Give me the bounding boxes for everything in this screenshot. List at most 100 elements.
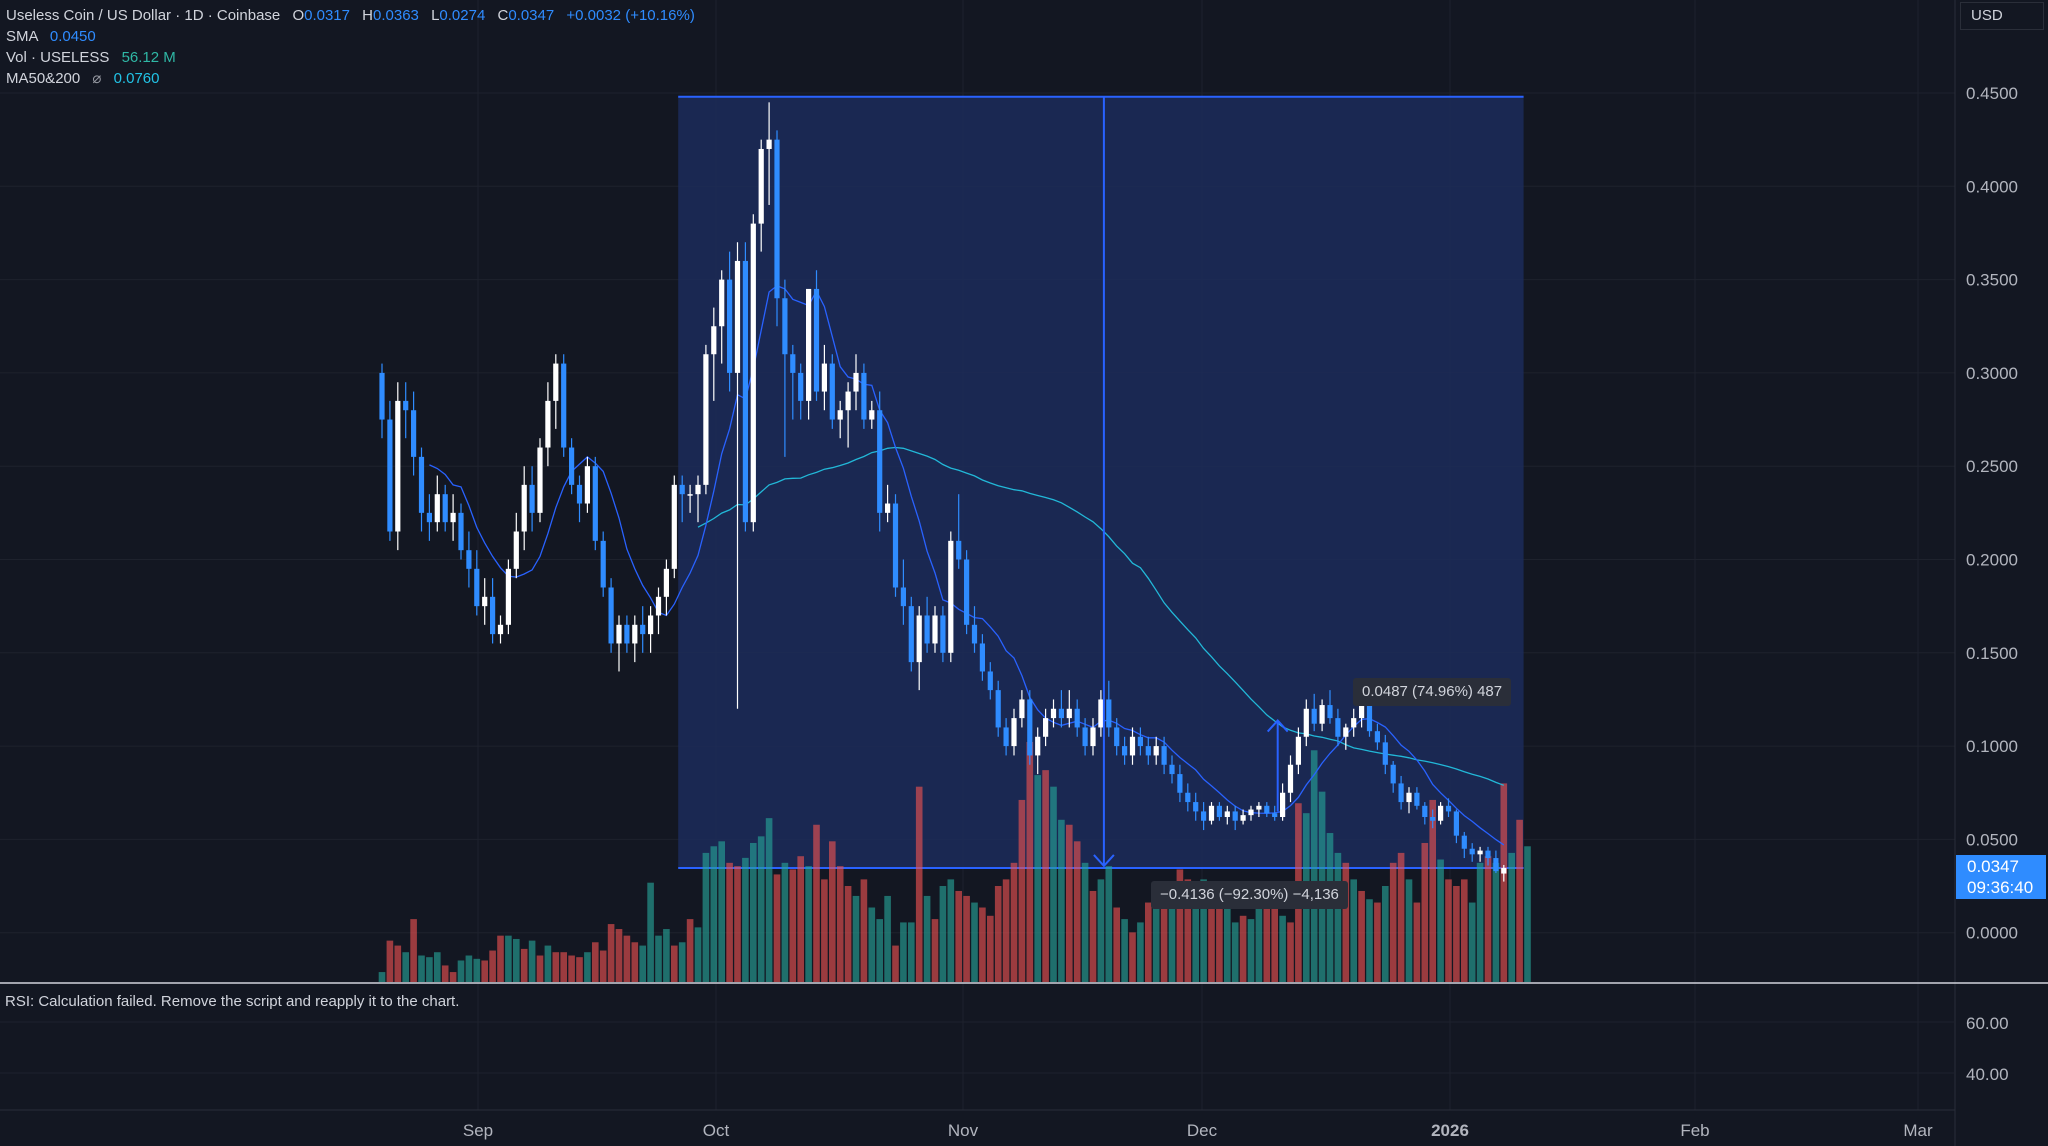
candle-body <box>679 484 685 495</box>
volume-bar <box>805 866 812 982</box>
candle-body <box>671 484 677 569</box>
candle <box>482 578 488 625</box>
ma-value: 0.0760 <box>113 70 160 87</box>
price-tick-label: 0.4500 <box>1966 84 2018 103</box>
volume-bar <box>592 942 599 982</box>
volume-bar <box>813 824 820 982</box>
candle <box>1453 809 1459 844</box>
volume-bar <box>1097 879 1105 982</box>
volume-bar <box>908 922 915 982</box>
candle-body <box>1114 727 1120 747</box>
legend-ma-row[interactable]: MA50&200 ⌀ 0.0760 <box>6 68 695 89</box>
candle-body <box>798 372 804 401</box>
volume-bar <box>694 927 702 982</box>
legend-sma-row[interactable]: SMA 0.0450 <box>6 26 695 47</box>
candle <box>529 466 535 532</box>
candle-body <box>1280 792 1286 818</box>
volume-bar <box>686 919 694 982</box>
candle <box>1185 783 1191 812</box>
volume-bar <box>844 886 852 982</box>
candle-body <box>956 540 962 560</box>
high-label: H <box>362 7 374 24</box>
candle-body <box>1485 850 1491 859</box>
volume-bar <box>386 940 394 982</box>
candle <box>584 456 590 513</box>
candle <box>490 578 496 644</box>
candle <box>521 466 527 551</box>
volume-bar <box>1152 890 1160 982</box>
candle <box>1074 699 1080 737</box>
volume-bar <box>1231 922 1239 982</box>
candle-body <box>1240 815 1246 821</box>
candle-body <box>1453 811 1459 836</box>
volume-bar <box>434 952 441 982</box>
candle-body <box>537 447 543 513</box>
candle <box>648 606 654 653</box>
candle <box>1098 690 1104 737</box>
volume-bar <box>520 948 528 982</box>
volume-bar <box>773 874 781 982</box>
candle <box>1493 850 1499 873</box>
low-value: 0.0274 <box>439 7 486 24</box>
volume-bar <box>987 915 994 982</box>
candle-body <box>474 568 480 607</box>
candle <box>561 354 567 457</box>
candle <box>1382 734 1388 775</box>
volume-bar <box>734 866 741 982</box>
candle-body <box>1382 742 1388 765</box>
candle <box>426 494 432 541</box>
symbol-name[interactable]: Useless Coin / US Dollar · 1D · Coinbase <box>6 7 281 24</box>
volume-bar <box>378 972 386 982</box>
candle <box>442 484 448 532</box>
volume-label: Vol · USELESS <box>6 49 110 66</box>
volume-bar <box>718 841 725 982</box>
candle-body <box>1145 746 1151 756</box>
candle-body <box>1058 708 1064 719</box>
candle-body <box>1003 727 1009 747</box>
volume-bar <box>576 957 583 982</box>
time-tick-label: Oct <box>703 1121 730 1140</box>
candle-body <box>719 279 725 327</box>
price-tick-label: 0.1000 <box>1966 737 2018 756</box>
volume-bar <box>671 945 678 982</box>
volume-bar <box>1310 750 1318 982</box>
volume-bar <box>1271 902 1278 982</box>
price-tick-label: 0.3000 <box>1966 364 2018 383</box>
currency-button[interactable]: USD <box>1960 2 2044 30</box>
volume-bars <box>378 742 1531 982</box>
volume-bar <box>1200 879 1207 982</box>
volume-bar <box>473 958 481 982</box>
candle <box>1280 783 1286 821</box>
candle <box>1256 802 1262 818</box>
candle <box>900 559 906 625</box>
candle-body <box>1501 867 1507 874</box>
candle <box>1335 708 1341 747</box>
candle-body <box>1232 811 1238 821</box>
volume-bar <box>876 919 883 982</box>
candle-body <box>964 559 970 625</box>
candle-body <box>403 400 409 411</box>
candle <box>806 288 812 420</box>
candle-body <box>1224 811 1230 818</box>
volume-bar <box>1350 879 1357 982</box>
rsi-tick-label: 40.00 <box>1966 1065 2009 1084</box>
candle-body <box>1106 699 1112 728</box>
candle <box>885 484 891 523</box>
candle-body <box>758 148 764 224</box>
candle-body <box>1185 792 1191 803</box>
volume-bar <box>678 942 686 982</box>
candle-body <box>387 419 393 532</box>
candle-body <box>1153 746 1159 756</box>
volume-bar <box>394 945 402 982</box>
candle-body <box>1414 792 1420 806</box>
legend-volume-row[interactable]: Vol · USELESS 56.12 M <box>6 47 695 68</box>
volume-bar <box>1089 890 1097 982</box>
measure-lines <box>1093 96 1289 868</box>
candle <box>1343 723 1349 750</box>
candle-body <box>1027 699 1033 756</box>
candle <box>829 354 835 429</box>
candle-body <box>1035 736 1041 756</box>
candle-body <box>1303 708 1309 737</box>
volume-bar <box>1382 886 1389 982</box>
